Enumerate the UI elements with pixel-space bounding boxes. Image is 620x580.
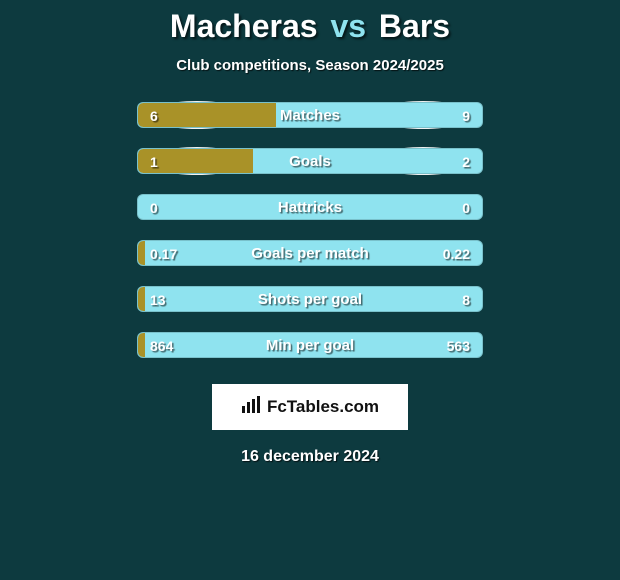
bar-track: 69Matches [137,102,483,128]
bar-label: Goals per match [138,241,482,266]
title-player2: Bars [379,8,450,44]
value-right: 563 [447,333,470,358]
page-title: Macheras vs Bars [170,8,450,45]
value-left: 13 [150,287,166,312]
value-right: 0.22 [443,241,470,266]
bar-track: 12Goals [137,148,483,174]
stat-row: 864 563Min per goal [137,332,483,358]
bar-fill-left [138,287,145,311]
stat-row: 0 0Hattricks [137,194,483,220]
stat-row: 12Goals [137,148,483,174]
value-right: 0 [462,195,470,220]
value-left: 0.17 [150,241,177,266]
value-right: 9 [462,103,470,128]
bar-fill-left [138,241,145,265]
stat-row: 69Matches [137,102,483,128]
value-left: 864 [150,333,173,358]
value-right: 8 [462,287,470,312]
bar-label: Shots per goal [138,287,482,312]
value-right: 2 [462,149,470,174]
brand-badge: FcTables.com [212,384,408,430]
bar-track: 864 563Min per goal [137,332,483,358]
title-player1: Macheras [170,8,318,44]
bar-fill-left [138,103,276,127]
bar-track: 13 8Shots per goal [137,286,483,312]
subtitle: Club competitions, Season 2024/2025 [176,57,444,74]
bars-container: 69Matches12Goals00Hattricks0.170.22Goals… [137,102,483,378]
bar-label: Min per goal [138,333,482,358]
title-vs: vs [330,8,366,44]
brand-text: FcTables.com [267,397,379,417]
bar-label: Hattricks [138,195,482,220]
value-left: 0 [150,195,158,220]
brand-chart-icon [241,396,263,419]
date-label: 16 december 2024 [241,448,379,466]
bar-track: 0 0Hattricks [137,194,483,220]
value-left: 1 [150,149,158,174]
stat-row: 0.17 0.22Goals per match [137,240,483,266]
comparison-infographic: Macheras vs Bars Club competitions, Seas… [0,0,620,466]
value-left: 6 [150,103,158,128]
bar-fill-left [138,333,145,357]
stat-row: 13 8Shots per goal [137,286,483,312]
bar-track: 0.17 0.22Goals per match [137,240,483,266]
